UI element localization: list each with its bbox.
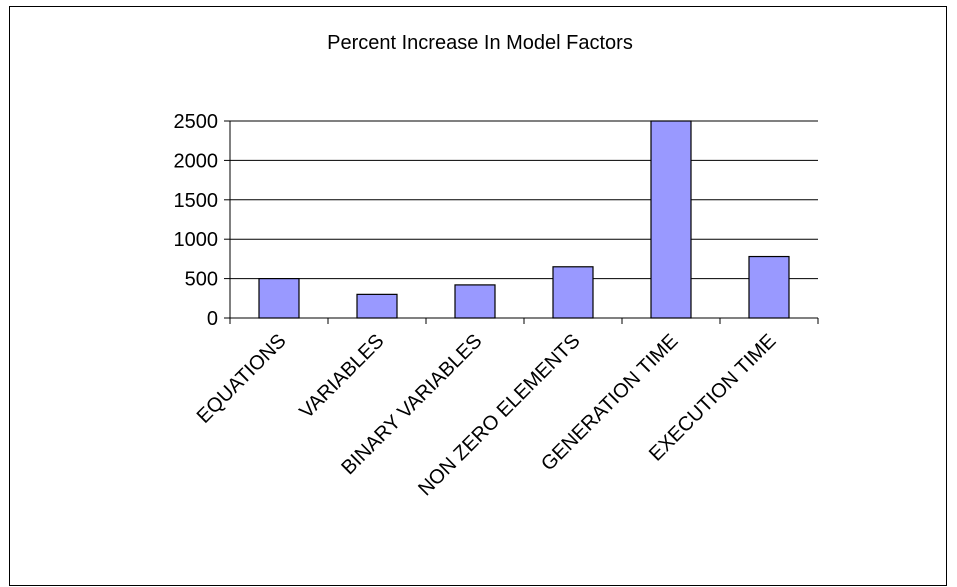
- bar: [454, 284, 496, 319]
- bar: [650, 120, 692, 319]
- bars: [258, 120, 790, 319]
- bar: [552, 266, 594, 319]
- x-tick-label: EQUATIONS: [193, 330, 291, 428]
- x-tick-label: VARIABLES: [295, 330, 388, 423]
- bar: [258, 278, 300, 319]
- bar: [748, 255, 790, 319]
- y-tick-label: 2500: [174, 111, 219, 133]
- y-tick-labels: 0 500 1000 1500 2000 2500: [174, 111, 219, 330]
- gridlines: [230, 120, 818, 280]
- axes: [224, 120, 819, 324]
- y-tick-label: 1000: [174, 229, 219, 251]
- y-tick-label: 0: [207, 308, 218, 330]
- y-tick-label: 1500: [174, 190, 219, 212]
- y-tick-label: 500: [185, 269, 218, 291]
- chart-title: Percent Increase In Model Factors: [327, 32, 633, 54]
- y-tick-label: 2000: [174, 150, 219, 172]
- x-tick-label: NON ZERO ELEMENTS: [414, 330, 584, 500]
- bar: [356, 293, 398, 319]
